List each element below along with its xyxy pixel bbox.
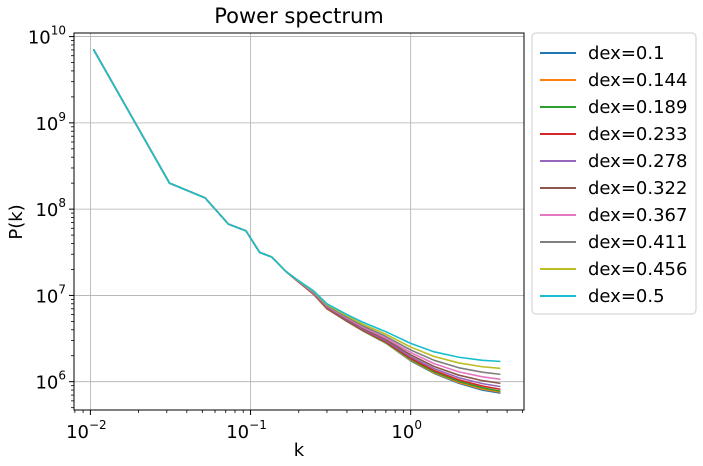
y-tick-exponent: 10 bbox=[51, 24, 66, 38]
grid bbox=[74, 33, 524, 410]
series-line-9 bbox=[92, 49, 501, 363]
legend-label: dex=0.278 bbox=[588, 151, 687, 172]
y-tick-label: 108 bbox=[35, 196, 66, 221]
chart-title: Power spectrum bbox=[214, 4, 384, 28]
y-tick-exponent: 6 bbox=[58, 369, 66, 383]
x-tick-base: 10 bbox=[66, 422, 89, 443]
y-tick-exponent: 8 bbox=[58, 196, 66, 210]
legend-label: dex=0.456 bbox=[588, 259, 687, 280]
legend-label: dex=0.1 bbox=[588, 43, 665, 64]
y-tick-exponent: 9 bbox=[58, 110, 66, 124]
y-tick-base: 10 bbox=[35, 286, 58, 307]
y-tick-base: 10 bbox=[35, 373, 58, 394]
x-tick-label: 10−1 bbox=[226, 418, 267, 443]
x-tick-exponent: −1 bbox=[249, 418, 267, 432]
y-tick-label: 106 bbox=[35, 369, 66, 394]
y-tick-label: 107 bbox=[35, 282, 66, 307]
x-tick-label: 10−2 bbox=[66, 418, 107, 443]
y-tick-base: 10 bbox=[35, 114, 58, 135]
y-tick-base: 10 bbox=[28, 28, 51, 49]
series-lines bbox=[92, 49, 501, 394]
y-tick-exponent: 7 bbox=[58, 282, 66, 296]
x-axis-label: k bbox=[294, 440, 305, 461]
x-tick-exponent: 0 bbox=[414, 418, 422, 432]
y-tick-label: 1010 bbox=[28, 24, 66, 49]
legend-items: dex=0.1 dex=0.144 dex=0.189 dex=0.233 dex=0.… bbox=[540, 43, 687, 307]
x-axis-ticks: 10−2 10−1 100 bbox=[66, 410, 524, 443]
legend-label: dex=0.411 bbox=[588, 232, 687, 253]
y-tick-base: 10 bbox=[35, 200, 58, 221]
legend-box bbox=[531, 32, 697, 315]
legend: dex=0.1 dex=0.144 dex=0.189 dex=0.233 dex=0.… bbox=[531, 32, 697, 315]
legend-label: dex=0.189 bbox=[588, 97, 687, 118]
y-axis-label: P(k) bbox=[6, 204, 27, 239]
legend-label: dex=0.367 bbox=[588, 205, 687, 226]
x-tick-base: 10 bbox=[391, 422, 414, 443]
y-tick-label: 109 bbox=[35, 110, 66, 135]
x-tick-label: 100 bbox=[391, 418, 422, 443]
x-tick-base: 10 bbox=[226, 422, 249, 443]
legend-label: dex=0.144 bbox=[588, 70, 687, 91]
legend-label: dex=0.5 bbox=[588, 286, 665, 307]
legend-label: dex=0.322 bbox=[588, 178, 687, 199]
legend-label: dex=0.233 bbox=[588, 124, 687, 145]
x-tick-exponent: −2 bbox=[89, 418, 107, 432]
